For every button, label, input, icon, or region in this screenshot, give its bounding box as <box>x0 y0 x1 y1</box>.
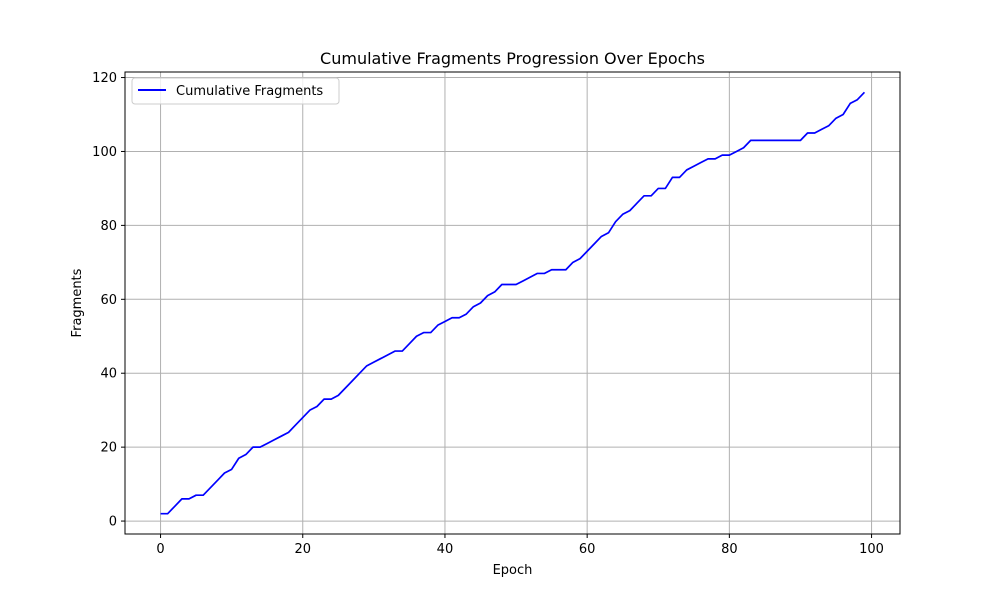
y-tick-label: 0 <box>109 515 117 530</box>
y-axis-label: Fragments <box>70 268 85 337</box>
series-layer <box>160 91 866 515</box>
y-tick-label: 80 <box>100 219 117 234</box>
chart-title: Cumulative Fragments Progression Over Ep… <box>320 49 705 68</box>
x-axis-label: Epoch <box>493 563 533 578</box>
ticks: 0 20 40 60 80 100 0 20 40 60 80 100 120 <box>92 71 884 557</box>
y-tick-label: 40 <box>100 367 117 382</box>
x-tick-label: 40 <box>437 542 454 557</box>
y-tick-label: 120 <box>92 71 117 86</box>
series-line <box>160 91 866 515</box>
y-tick-label: 60 <box>100 293 117 308</box>
legend: Cumulative Fragments <box>131 77 340 105</box>
x-tick-label: 100 <box>859 542 884 557</box>
x-tick-label: 80 <box>721 542 738 557</box>
y-tick-label: 100 <box>92 145 117 160</box>
x-tick-label: 60 <box>579 542 596 557</box>
x-tick-label: 20 <box>294 542 311 557</box>
legend-label: Cumulative Fragments <box>176 84 323 99</box>
legend-box <box>131 77 340 105</box>
x-tick-label: 0 <box>156 542 164 557</box>
y-tick-label: 20 <box>100 441 117 456</box>
plot-frame <box>124 71 901 535</box>
